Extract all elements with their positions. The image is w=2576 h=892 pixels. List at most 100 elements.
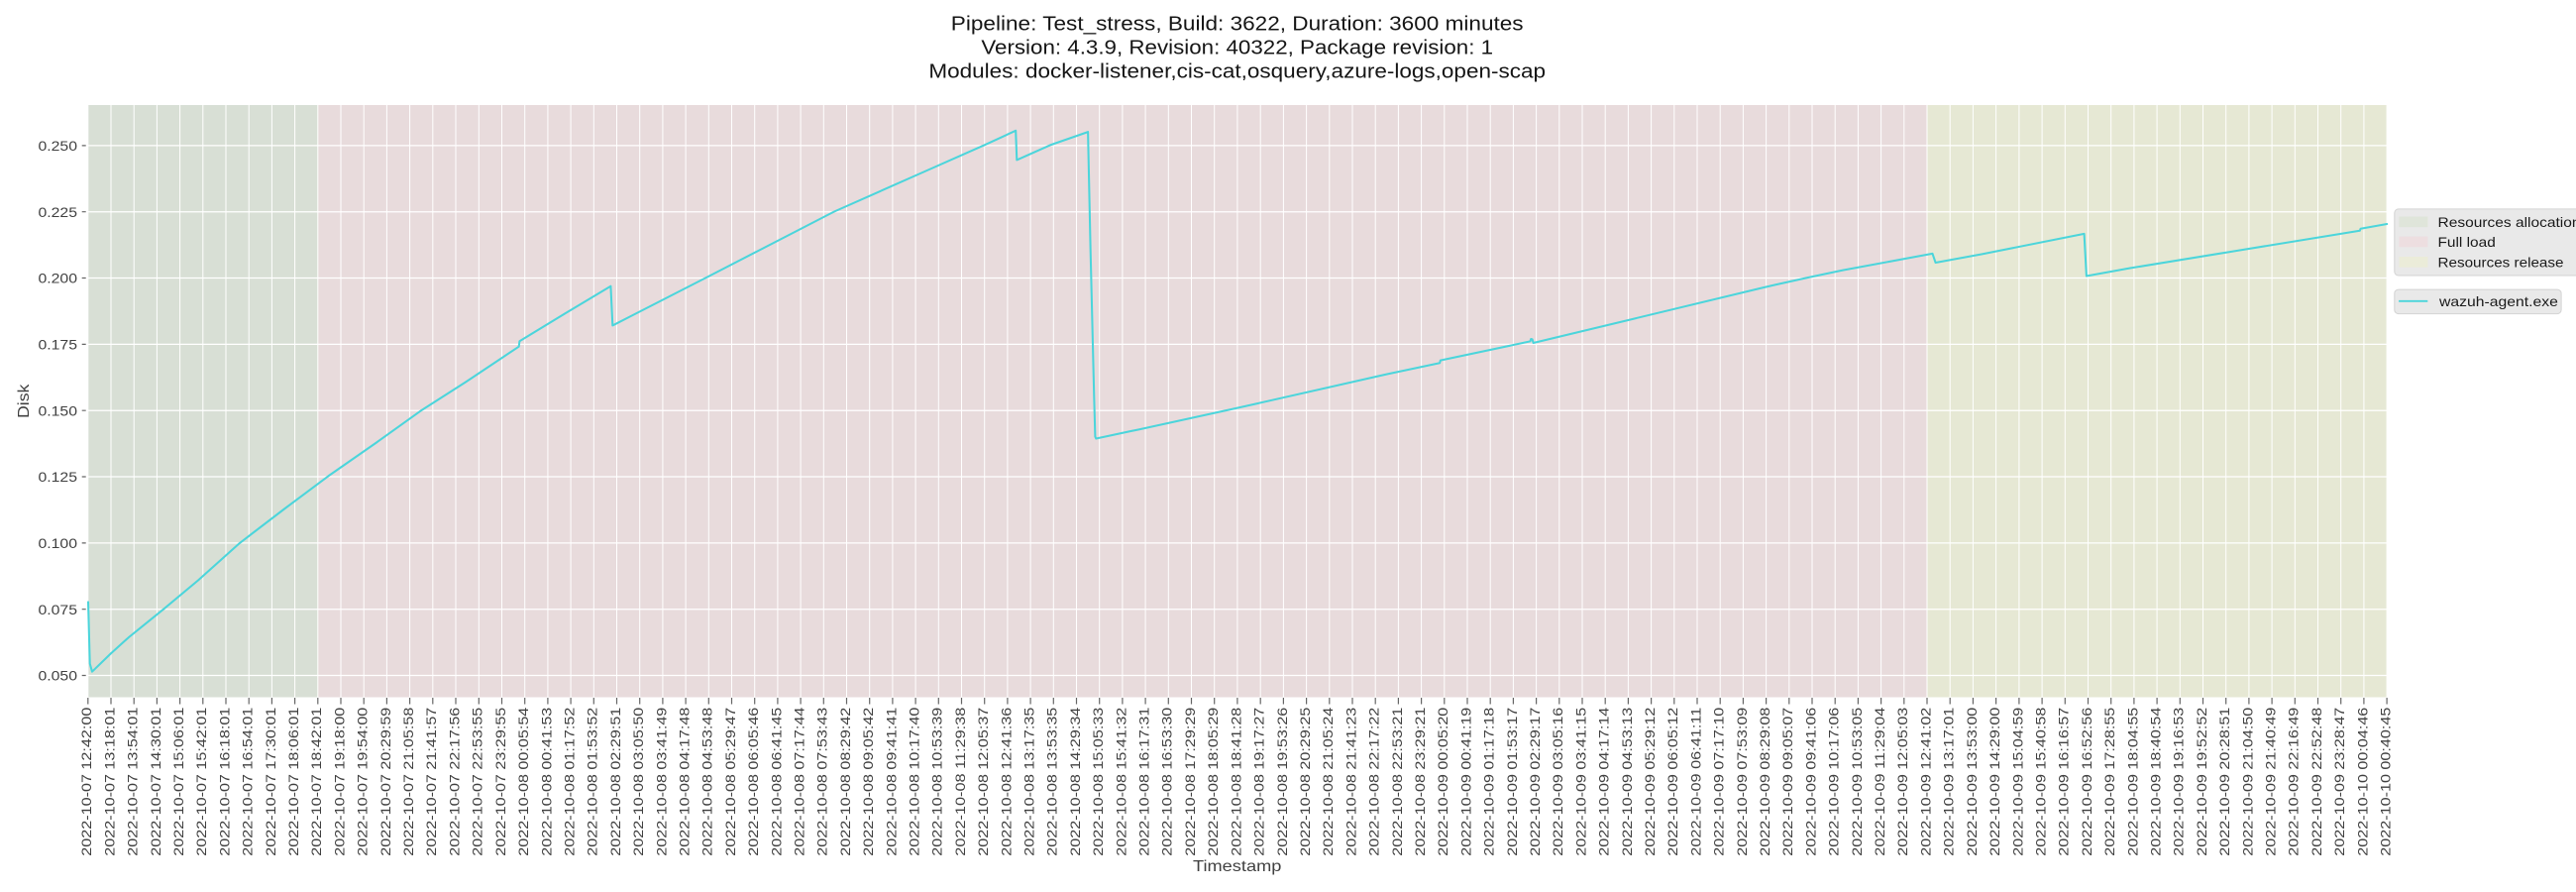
svg-text:2022-10-09 06:05:12: 2022-10-09 06:05:12 (1664, 707, 1680, 855)
svg-text:2022-10-09 10:17:06: 2022-10-09 10:17:06 (1826, 707, 1842, 855)
svg-text:2022-10-08 00:41:53: 2022-10-08 00:41:53 (538, 707, 554, 855)
svg-text:2022-10-07 14:30:01: 2022-10-07 14:30:01 (148, 707, 163, 855)
svg-text:2022-10-09 17:28:55: 2022-10-09 17:28:55 (2101, 707, 2117, 855)
svg-text:2022-10-09 13:53:00: 2022-10-09 13:53:00 (1964, 707, 1980, 855)
svg-text:2022-10-09 23:28:47: 2022-10-09 23:28:47 (2331, 707, 2347, 855)
svg-text:2022-10-09 06:41:11: 2022-10-09 06:41:11 (1687, 707, 1703, 855)
svg-text:Timestamp: Timestamp (1193, 858, 1281, 875)
svg-text:2022-10-08 13:17:35: 2022-10-08 13:17:35 (1021, 707, 1037, 855)
svg-text:2022-10-09 16:52:56: 2022-10-09 16:52:56 (2079, 707, 2094, 855)
svg-text:2022-10-09 20:28:51: 2022-10-09 20:28:51 (2216, 707, 2232, 855)
svg-text:2022-10-09 22:52:48: 2022-10-09 22:52:48 (2308, 707, 2324, 855)
svg-text:2022-10-09 01:53:17: 2022-10-09 01:53:17 (1504, 707, 1520, 855)
svg-text:Full load: Full load (2438, 234, 2496, 250)
svg-text:2022-10-07 23:29:55: 2022-10-07 23:29:55 (492, 707, 508, 855)
svg-text:Resources allocation: Resources allocation (2438, 214, 2576, 230)
svg-text:2022-10-09 19:52:52: 2022-10-09 19:52:52 (2194, 707, 2209, 855)
svg-text:2022-10-08 03:05:50: 2022-10-08 03:05:50 (630, 707, 646, 855)
svg-text:2022-10-07 18:06:01: 2022-10-07 18:06:01 (285, 707, 301, 855)
svg-text:2022-10-08 14:29:34: 2022-10-08 14:29:34 (1067, 707, 1083, 855)
svg-text:2022-10-09 03:05:16: 2022-10-09 03:05:16 (1550, 707, 1565, 855)
svg-text:2022-10-08 07:53:43: 2022-10-08 07:53:43 (814, 707, 830, 855)
svg-text:2022-10-08 08:29:42: 2022-10-08 08:29:42 (837, 707, 853, 855)
svg-text:2022-10-09 04:53:13: 2022-10-09 04:53:13 (1619, 707, 1635, 855)
svg-text:2022-10-09 12:41:02: 2022-10-09 12:41:02 (1917, 707, 1933, 855)
svg-text:0.125: 0.125 (39, 469, 78, 485)
svg-text:2022-10-08 21:41:23: 2022-10-08 21:41:23 (1342, 707, 1358, 855)
svg-text:2022-10-09 08:29:08: 2022-10-09 08:29:08 (1757, 707, 1772, 855)
svg-text:2022-10-09 02:29:17: 2022-10-09 02:29:17 (1527, 707, 1543, 855)
svg-text:2022-10-07 17:30:01: 2022-10-07 17:30:01 (263, 707, 278, 855)
svg-text:2022-10-08 16:53:30: 2022-10-08 16:53:30 (1159, 707, 1175, 855)
svg-text:2022-10-08 19:17:27: 2022-10-08 19:17:27 (1251, 707, 1267, 855)
svg-text:0.075: 0.075 (39, 602, 78, 617)
svg-text:2022-10-08 10:17:40: 2022-10-08 10:17:40 (907, 707, 922, 855)
svg-text:2022-10-07 16:54:01: 2022-10-07 16:54:01 (240, 707, 256, 855)
svg-text:2022-10-07 20:29:59: 2022-10-07 20:29:59 (377, 707, 393, 855)
svg-text:2022-10-09 12:05:03: 2022-10-09 12:05:03 (1894, 707, 1910, 855)
svg-text:2022-10-08 07:17:44: 2022-10-08 07:17:44 (792, 707, 807, 855)
svg-text:0.050: 0.050 (39, 668, 78, 684)
svg-text:0.250: 0.250 (39, 138, 78, 154)
svg-text:0.150: 0.150 (39, 402, 78, 418)
svg-text:2022-10-08 01:17:52: 2022-10-08 01:17:52 (562, 707, 578, 855)
svg-text:2022-10-08 10:53:39: 2022-10-08 10:53:39 (929, 707, 945, 855)
svg-text:2022-10-09 05:29:12: 2022-10-09 05:29:12 (1642, 707, 1658, 855)
svg-text:2022-10-07 21:05:58: 2022-10-07 21:05:58 (400, 707, 416, 855)
svg-text:2022-10-09 18:40:54: 2022-10-09 18:40:54 (2148, 707, 2164, 855)
svg-text:2022-10-09 16:16:57: 2022-10-09 16:16:57 (2056, 707, 2072, 855)
svg-text:2022-10-09 21:40:49: 2022-10-09 21:40:49 (2263, 707, 2279, 855)
svg-text:2022-10-10 00:04:46: 2022-10-10 00:04:46 (2354, 707, 2370, 855)
svg-text:2022-10-08 02:29:51: 2022-10-08 02:29:51 (607, 707, 623, 855)
svg-text:2022-10-08 12:05:37: 2022-10-08 12:05:37 (975, 707, 991, 855)
svg-text:2022-10-08 23:29:21: 2022-10-08 23:29:21 (1412, 707, 1428, 855)
svg-text:2022-10-07 16:18:01: 2022-10-07 16:18:01 (216, 707, 232, 855)
svg-text:0.175: 0.175 (39, 337, 78, 353)
svg-text:0.200: 0.200 (39, 271, 78, 286)
svg-text:2022-10-08 04:17:48: 2022-10-08 04:17:48 (677, 707, 693, 855)
svg-text:2022-10-08 09:41:41: 2022-10-08 09:41:41 (883, 707, 899, 855)
svg-text:2022-10-08 03:41:49: 2022-10-08 03:41:49 (653, 707, 669, 855)
svg-text:2022-10-09 10:53:05: 2022-10-09 10:53:05 (1849, 707, 1865, 855)
svg-text:2022-10-07 13:18:01: 2022-10-07 13:18:01 (101, 707, 117, 855)
svg-text:2022-10-08 05:29:47: 2022-10-08 05:29:47 (722, 707, 738, 855)
svg-text:Disk: Disk (16, 383, 33, 418)
svg-text:2022-10-09 07:53:09: 2022-10-09 07:53:09 (1734, 707, 1750, 855)
svg-text:Resources release: Resources release (2438, 254, 2564, 270)
svg-text:2022-10-08 15:05:33: 2022-10-08 15:05:33 (1090, 707, 1106, 855)
svg-text:2022-10-08 01:53:52: 2022-10-08 01:53:52 (585, 707, 600, 855)
svg-text:2022-10-09 14:29:00: 2022-10-09 14:29:00 (1986, 707, 2002, 855)
svg-text:2022-10-08 22:53:21: 2022-10-08 22:53:21 (1389, 707, 1405, 855)
svg-text:2022-10-09 03:41:15: 2022-10-09 03:41:15 (1572, 707, 1588, 855)
svg-text:2022-10-09 01:17:18: 2022-10-09 01:17:18 (1481, 707, 1497, 855)
svg-text:2022-10-08 04:53:48: 2022-10-08 04:53:48 (699, 707, 715, 855)
svg-text:2022-10-09 19:16:53: 2022-10-09 19:16:53 (2171, 707, 2187, 855)
svg-text:2022-10-09 09:41:06: 2022-10-09 09:41:06 (1802, 707, 1818, 855)
svg-text:2022-10-08 19:53:26: 2022-10-08 19:53:26 (1274, 707, 1290, 855)
svg-text:2022-10-07 22:53:55: 2022-10-07 22:53:55 (470, 707, 485, 855)
svg-text:2022-10-07 15:42:01: 2022-10-07 15:42:01 (193, 707, 209, 855)
svg-text:2022-10-09 22:16:49: 2022-10-09 22:16:49 (2286, 707, 2302, 855)
svg-text:2022-10-08 22:17:22: 2022-10-08 22:17:22 (1366, 707, 1382, 855)
svg-text:2022-10-08 21:05:24: 2022-10-08 21:05:24 (1320, 707, 1336, 855)
svg-text:2022-10-09 15:04:59: 2022-10-09 15:04:59 (2009, 707, 2025, 855)
svg-text:2022-10-09 00:41:19: 2022-10-09 00:41:19 (1457, 707, 1473, 855)
svg-text:2022-10-07 18:42:01: 2022-10-07 18:42:01 (308, 707, 324, 855)
svg-text:2022-10-08 00:05:54: 2022-10-08 00:05:54 (515, 707, 531, 855)
svg-text:2022-10-07 19:18:00: 2022-10-07 19:18:00 (331, 707, 347, 855)
svg-text:2022-10-08 18:41:28: 2022-10-08 18:41:28 (1228, 707, 1243, 855)
svg-text:0.100: 0.100 (39, 535, 78, 551)
svg-text:2022-10-09 11:29:04: 2022-10-09 11:29:04 (1872, 707, 1887, 855)
svg-text:2022-10-08 18:05:29: 2022-10-08 18:05:29 (1205, 707, 1221, 855)
svg-text:2022-10-09 15:40:58: 2022-10-09 15:40:58 (2033, 707, 2049, 855)
svg-text:Modules: docker-listener,cis-c: Modules: docker-listener,cis-cat,osquery… (928, 61, 1546, 83)
svg-text:2022-10-08 15:41:32: 2022-10-08 15:41:32 (1113, 707, 1128, 855)
svg-text:2022-10-09 21:04:50: 2022-10-09 21:04:50 (2239, 707, 2255, 855)
svg-text:2022-10-07 19:54:00: 2022-10-07 19:54:00 (355, 707, 371, 855)
svg-text:2022-10-08 06:41:45: 2022-10-08 06:41:45 (768, 707, 784, 855)
svg-text:2022-10-09 18:04:55: 2022-10-09 18:04:55 (2124, 707, 2140, 855)
svg-text:2022-10-09 00:05:20: 2022-10-09 00:05:20 (1435, 707, 1450, 855)
svg-text:wazuh-agent.exe: wazuh-agent.exe (2438, 293, 2558, 309)
svg-text:2022-10-08 20:29:25: 2022-10-08 20:29:25 (1297, 707, 1313, 855)
svg-text:2022-10-08 13:53:35: 2022-10-08 13:53:35 (1044, 707, 1060, 855)
